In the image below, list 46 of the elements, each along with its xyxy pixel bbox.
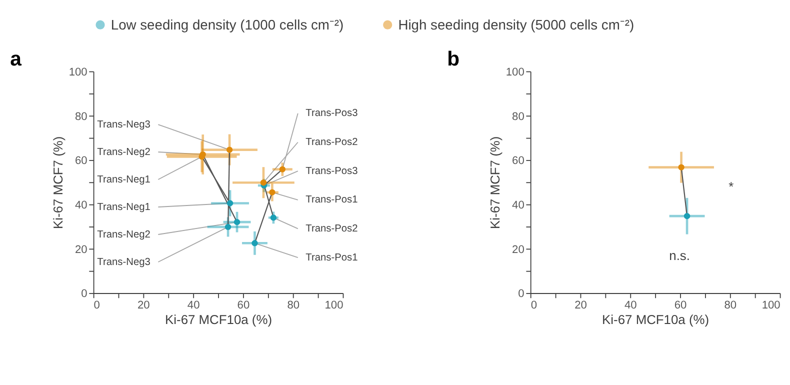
annotation: Trans-Pos3 bbox=[306, 108, 358, 120]
y-tick-label: 0 bbox=[518, 288, 524, 300]
annotation: Trans-Neg1 bbox=[97, 202, 151, 213]
annotation: Trans-Neg3 bbox=[97, 119, 151, 130]
x-axis-title: Ki-67 MCF10a (%) bbox=[165, 312, 272, 327]
chart-title: a bbox=[10, 48, 22, 71]
y-axis-title: Ki-67 MCF7 (%) bbox=[50, 136, 66, 229]
x-tick-label: 100 bbox=[324, 299, 344, 312]
annotation: n.s. bbox=[669, 248, 690, 264]
annotation: Trans-Neg3 bbox=[97, 256, 151, 268]
x-tick-label: 0 bbox=[530, 299, 537, 312]
x-tick-label: 40 bbox=[624, 299, 637, 312]
x-tick-label: 40 bbox=[187, 299, 200, 312]
annotation: Trans-Neg1 bbox=[97, 174, 151, 186]
y-axis-title: Ki-67 MCF7 (%) bbox=[487, 136, 502, 229]
annotation: Trans-Pos3 bbox=[306, 166, 358, 177]
annotation: Trans-Neg2 bbox=[97, 146, 151, 158]
legend-label: High seeding density (5000 cells cm⁻²) bbox=[398, 16, 634, 32]
y-tick-label: 40 bbox=[74, 199, 88, 212]
annotation: Trans-Neg2 bbox=[97, 229, 151, 240]
y-tick-label: 100 bbox=[506, 66, 524, 78]
y-tick-label: 20 bbox=[74, 244, 88, 256]
x-tick-label: 20 bbox=[574, 299, 587, 312]
y-tick-label: 60 bbox=[512, 155, 524, 168]
y-tick-label: 40 bbox=[512, 199, 524, 212]
y-tick-label: 80 bbox=[512, 110, 524, 123]
x-tick-label: 100 bbox=[762, 299, 780, 312]
x-tick-label: 60 bbox=[237, 299, 250, 312]
annotation: Trans-Pos2 bbox=[306, 224, 358, 235]
y-tick-label: 20 bbox=[512, 244, 524, 256]
x-tick-label: 0 bbox=[94, 299, 100, 312]
x-tick-label: 20 bbox=[138, 299, 150, 312]
y-tick-label: 80 bbox=[74, 110, 88, 123]
y-tick-label: 0 bbox=[81, 288, 88, 300]
x-tick-label: 80 bbox=[724, 299, 737, 312]
x-tick-label: 80 bbox=[287, 299, 300, 312]
annotation: * bbox=[728, 178, 734, 194]
legend-label: Low seeding density (1000 cells cm⁻²) bbox=[110, 16, 344, 32]
x-axis-title: Ki-67 MCF10a (%) bbox=[602, 312, 710, 327]
chart-title: b bbox=[447, 48, 460, 71]
y-tick-label: 60 bbox=[74, 155, 88, 168]
annotation: Trans-Pos1 bbox=[306, 194, 358, 206]
annotation: Trans-Pos2 bbox=[306, 137, 358, 148]
y-tick-label: 100 bbox=[68, 66, 88, 78]
x-tick-label: 60 bbox=[674, 299, 687, 312]
annotation: Trans-Pos1 bbox=[306, 252, 358, 264]
